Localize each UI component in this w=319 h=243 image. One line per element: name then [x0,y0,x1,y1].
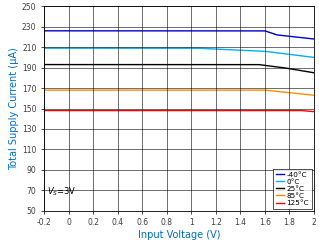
25°C [42,63,46,66]
-40°C [293,35,296,38]
25°C [312,71,316,74]
25°C [261,64,265,67]
85°C [304,93,308,96]
Line: 85°C: 85°C [44,90,314,95]
85°C [146,89,150,92]
X-axis label: Input Voltage (V): Input Voltage (V) [138,230,220,240]
25°C [283,67,287,69]
0°C [242,49,246,52]
85°C [128,89,131,92]
0°C [266,50,270,53]
Line: -40°C: -40°C [44,31,314,39]
125°C [310,110,314,113]
-40°C [312,38,316,41]
0°C [286,53,290,56]
125°C [302,109,306,112]
Line: 0°C: 0°C [44,48,314,57]
25°C [271,65,275,68]
85°C [307,93,311,96]
Line: 25°C: 25°C [44,65,314,73]
0°C [312,56,316,59]
25°C [296,69,300,71]
125°C [42,109,46,112]
125°C [142,109,146,112]
85°C [272,90,276,93]
25°C [274,65,278,68]
-40°C [270,32,274,35]
125°C [312,110,316,113]
0°C [208,47,211,50]
125°C [300,109,304,112]
85°C [42,89,46,92]
0°C [234,49,238,52]
Line: 125°C: 125°C [44,111,314,112]
0°C [196,47,199,50]
-40°C [42,29,46,32]
125°C [311,110,315,113]
85°C [264,89,268,92]
Legend: -40°C, 0°C, 25°C, 85°C, 125°C: -40°C, 0°C, 25°C, 85°C, 125°C [273,169,312,209]
0°C [42,47,46,50]
125°C [163,109,167,112]
Text: $V_S$=3V: $V_S$=3V [47,185,76,198]
-40°C [263,29,267,32]
Y-axis label: Total Supply Current (μA): Total Supply Current (μA) [9,47,19,170]
-40°C [278,34,281,37]
85°C [312,94,316,97]
-40°C [265,30,269,33]
25°C [257,63,261,66]
-40°C [271,32,275,35]
